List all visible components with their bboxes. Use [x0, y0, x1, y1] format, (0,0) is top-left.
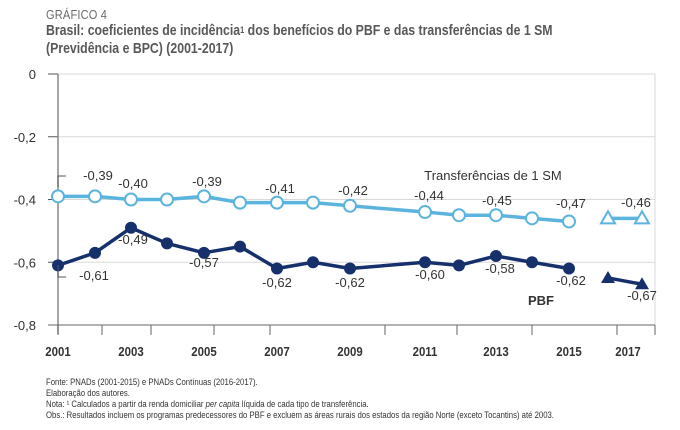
title-footnote-mark: 1	[240, 25, 245, 35]
series-line-pbf	[57, 225, 570, 271]
data-label: -0,45	[482, 193, 512, 208]
data-point	[419, 256, 431, 269]
data-point	[526, 256, 538, 269]
data-point	[599, 209, 617, 225]
note-authors: Elaboração dos autores.	[46, 388, 130, 398]
x-tick-label: 2015	[556, 344, 582, 359]
line-chart: 0 -0,2 -0,4 -0,6 -0,8 2001 2003 2005 2007 2009 201…	[14, 67, 657, 359]
data-point	[160, 192, 174, 207]
data-label: -0,62	[335, 275, 365, 290]
data-label: -0,62	[262, 275, 292, 290]
data-point	[233, 195, 247, 210]
leader-line	[57, 265, 66, 278]
data-label: -0,62	[556, 273, 586, 288]
chart-notes: Fonte: PNADs (2001-2015) e PNADs Contínu…	[46, 377, 680, 421]
series-label-pbf: PBF	[528, 293, 554, 308]
data-point	[562, 214, 576, 229]
data-point	[489, 208, 503, 223]
x-tick-label: 2013	[483, 344, 509, 359]
data-label: -0,39	[83, 168, 113, 183]
x-tick-label: 2011	[413, 344, 438, 359]
x-tick-label: 2001	[45, 344, 71, 359]
data-point	[271, 262, 283, 275]
data-labels: -0,39 -0,40 -0,39 -0,41 -0,42 -0,44 -0,45 -0,47…	[57, 168, 657, 308]
data-point	[418, 205, 432, 220]
note-source: Fonte: PNADs (2001-2015) e PNADs Contínu…	[46, 377, 258, 387]
data-point	[452, 208, 466, 223]
axes: 0 -0,2 -0,4 -0,6 -0,8 2001 2003 2005 2007 2009 201…	[14, 67, 656, 359]
note-footnote-post: líquida de cada tipo de transferência.	[239, 399, 369, 409]
data-label: -0,41	[265, 181, 295, 196]
data-point	[525, 211, 539, 226]
data-point	[234, 240, 246, 253]
data-point	[453, 259, 465, 272]
y-tick-label: -0,2	[14, 130, 36, 145]
title-part1: Brasil: coeficientes de incidência	[46, 22, 241, 39]
data-point	[343, 198, 357, 213]
data-point	[635, 277, 649, 290]
data-point	[161, 237, 173, 250]
y-tick-label: -0,4	[14, 193, 36, 208]
leader-line	[57, 175, 66, 187]
data-point	[344, 262, 356, 275]
note-footnote-pre: Nota: ¹ Calculados a partir da renda dom…	[46, 399, 206, 409]
x-tick-label: 2005	[191, 344, 217, 359]
data-label: -0,39	[192, 174, 222, 189]
data-point	[89, 246, 101, 259]
series-group	[51, 189, 651, 290]
x-tick-label: 2003	[118, 344, 144, 359]
y-tick-label: -0,6	[14, 255, 36, 270]
chart-title: Brasil: coeficientes de incidência1 dos …	[46, 22, 636, 58]
series-line-pbf	[607, 276, 643, 286]
note-footnote-italic: per capita	[205, 399, 240, 409]
data-point	[490, 249, 502, 262]
data-label: -0,40	[118, 176, 148, 191]
data-point	[633, 209, 651, 225]
data-label: -0,46	[621, 195, 651, 210]
data-point	[124, 192, 138, 207]
data-point	[198, 246, 210, 259]
note-obs: Obs.: Resultados incluem os programas pr…	[46, 410, 554, 420]
data-label: -0,58	[485, 261, 515, 276]
data-label: -0,57	[189, 255, 219, 270]
data-label: -0,47	[556, 196, 586, 211]
data-label: -0,44	[414, 188, 444, 203]
data-label: -0,60	[415, 267, 445, 282]
data-point	[306, 195, 320, 210]
x-tick-label: 2007	[264, 344, 290, 359]
data-point	[307, 256, 319, 269]
data-label: -0,67	[627, 288, 657, 303]
data-point	[125, 221, 137, 234]
y-tick-label: 0	[29, 67, 36, 82]
data-point	[563, 262, 575, 275]
data-label: -0,49	[118, 232, 148, 247]
data-point	[51, 189, 65, 204]
x-tick-label: 2009	[337, 344, 363, 359]
data-label: -0,61	[79, 268, 109, 283]
data-point	[270, 195, 284, 210]
chart-kicker: GRÁFICO 4	[46, 7, 108, 22]
data-point	[601, 270, 615, 283]
series-label-transferencias: Transferências de 1 SM	[424, 168, 562, 183]
y-tick-label: -0,8	[14, 318, 36, 333]
data-label: -0,42	[338, 183, 368, 198]
note-footnote: Nota: ¹ Calculados a partir da renda dom…	[46, 399, 680, 410]
data-point	[88, 189, 102, 204]
title-line2: (Previdência e BPC) (2001-2017)	[46, 40, 234, 57]
data-point	[197, 189, 211, 204]
x-tick-label: 2017	[615, 344, 641, 359]
title-part2: dos benefícios do PBF e das transferênci…	[244, 22, 553, 39]
